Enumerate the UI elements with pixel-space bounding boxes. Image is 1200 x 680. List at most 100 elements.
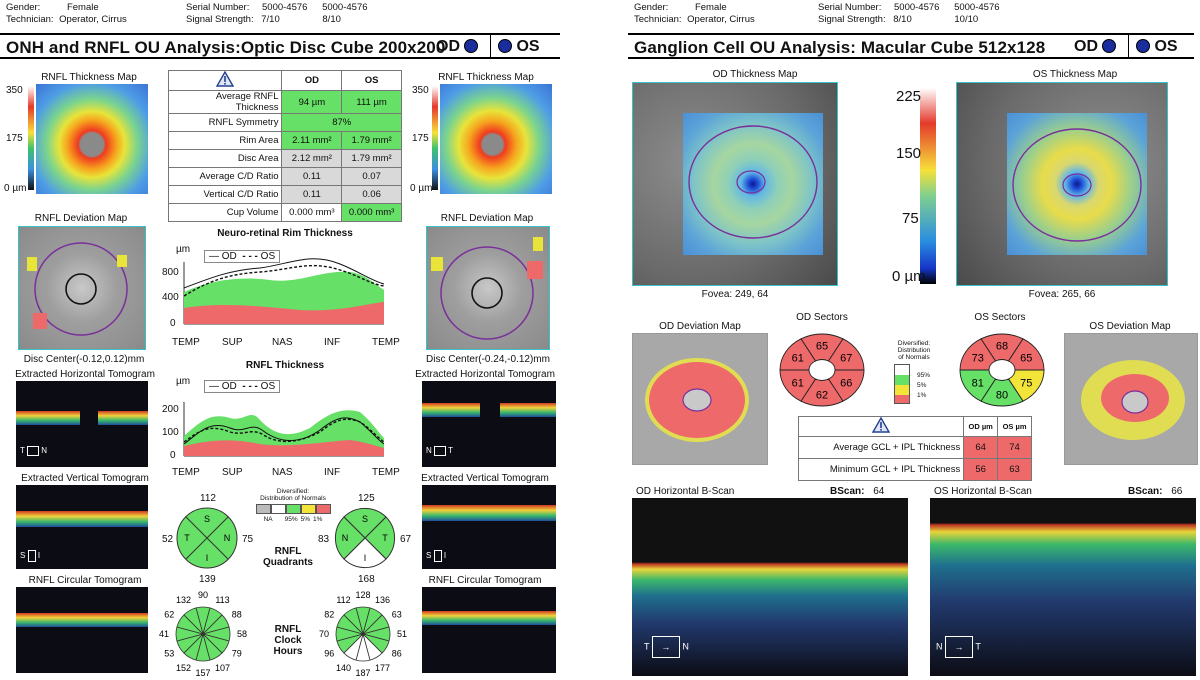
row-od: 94 µm [281, 90, 343, 114]
signal-os: 10/10 [954, 14, 979, 25]
xtick: SUP [222, 467, 243, 478]
orient-t: T [644, 641, 650, 652]
extracted-vertical-tomogram-os [422, 485, 556, 569]
od-eye-icon [464, 39, 479, 53]
orientation-mark-v-os: S I [426, 550, 446, 562]
row-os: 1.79 mm² [341, 131, 402, 150]
rnfl-deviation-map-title-od: RNFL Deviation Map [34, 213, 128, 224]
os-thickness-map-title: OS Thickness Map [1032, 69, 1118, 80]
warning-icon [167, 70, 282, 91]
label-line: RNFL [274, 546, 302, 557]
gcl-scale-bar [920, 88, 936, 284]
clock-hours-label: RNFL Clock Hours [258, 624, 318, 657]
od-label: OD [1074, 38, 1098, 55]
os-thickness-map [956, 82, 1168, 286]
rnfl-unit: µm [176, 376, 191, 387]
orient-t: T [975, 641, 981, 652]
rim-ytick: 400 [162, 292, 179, 303]
rnfl-legend-os: OS [260, 381, 276, 392]
legend-title2: Distribution of Normals [260, 495, 326, 502]
table-row: Rim Area 2.11 mm² 1.79 mm² [167, 131, 402, 150]
os-indicator: OS [498, 38, 540, 56]
quad-letter-i: I [364, 553, 367, 563]
orient-n: N [41, 446, 47, 456]
signal-label: Signal Strength: [186, 14, 254, 25]
rim-thickness-chart [183, 258, 385, 325]
gcl-sector [959, 369, 997, 402]
serial-label: Serial Number: [186, 2, 250, 13]
table-row: Average RNFL Thickness 94 µm 111 µm [167, 90, 402, 114]
xtick: TEMP [372, 337, 400, 348]
bscan-os-value: 66 [1171, 486, 1183, 497]
label-line: Hours [273, 646, 303, 657]
table-row: Minimum GCL + IPL Thickness 56 63 [797, 458, 1032, 481]
thickness-scale-bar-os [432, 86, 438, 190]
row-od: 64 [963, 436, 999, 459]
clock-value: 112 [336, 595, 350, 605]
gcl-sector-value: 65 [1020, 353, 1032, 365]
serial-od: 5000-4576 [894, 2, 940, 13]
clock-value: 62 [164, 610, 174, 620]
row-label: Average RNFL Thickness [167, 90, 283, 114]
os-eye-icon [498, 39, 512, 53]
row-os: 0.06 [341, 185, 402, 204]
legend-95: 95% [917, 372, 931, 379]
bscan-od-value: 64 [873, 486, 885, 497]
row-both: 87% [281, 113, 402, 132]
rnfl-chart-title: RNFL Thickness [245, 360, 325, 371]
rnfl-thickness-chart [183, 402, 385, 457]
gcl-sector-value: 62 [816, 390, 828, 402]
rnfl-thickness-map-od [36, 84, 148, 194]
circ-title-od: RNFL Circular Tomogram [28, 575, 142, 586]
quad-od-t: 52 [162, 534, 174, 545]
gcl-sector-value: 73 [972, 353, 984, 365]
gcl-results-table: OD µm OS µm Average GCL + IPL Thickness 64… [797, 416, 1032, 481]
row-od: 2.12 mm² [281, 149, 343, 168]
rim-legend-os: OS [260, 251, 276, 262]
gcl-sector [827, 369, 865, 402]
row-os: 0.000 mm³ [341, 203, 402, 222]
table-head-od: OD µm [963, 416, 999, 437]
os-sectors-title: OS Sectors [974, 312, 1026, 323]
row-os: 1.79 mm² [341, 149, 402, 168]
signal-os: 8/10 [322, 14, 341, 25]
od-deviation-map [632, 333, 768, 465]
clock-value: 79 [232, 649, 242, 659]
quadrant-chart-od: S T N I [176, 507, 238, 569]
table-head-os: OS µm [997, 416, 1032, 437]
table-row: Cup Volume 0.000 mm³ 0.000 mm³ [167, 203, 402, 222]
os-bscan-title: OS Horizontal B-Scan [934, 486, 1032, 497]
clock-value: 51 [397, 629, 407, 639]
rim-os-line [183, 264, 385, 297]
clock-value: 70 [319, 629, 329, 639]
label-line: Quadrants [262, 557, 313, 568]
scale-150: 150 [896, 145, 922, 162]
orient-i: I [443, 551, 447, 561]
fovea-os: Fovea: 265, 66 [1028, 289, 1096, 300]
rnfl-deviation-map-title-os: RNFL Deviation Map [440, 213, 534, 224]
rim-chart-title: Neuro-retinal Rim Thickness [217, 228, 353, 239]
quad-os-t: 83 [318, 534, 330, 545]
quad-letter-n: N [224, 533, 231, 543]
scale-max-os: 350 [412, 85, 429, 96]
clock-value: 187 [355, 668, 370, 678]
gcl-sector-value: 66 [840, 377, 852, 389]
od-sectors-chart: 65 67 66 62 61 61 [779, 333, 865, 407]
rnfl-thickness-map-title-os: RNFL Thickness Map [438, 72, 534, 83]
clock-value: 96 [324, 649, 334, 659]
warning-icon [797, 416, 965, 437]
od-thickness-map [632, 82, 838, 286]
gender-label: Gender: [634, 2, 669, 13]
clock-value: 82 [324, 610, 334, 620]
clock-value: 140 [336, 663, 351, 673]
row-os: 111 µm [341, 90, 402, 114]
bscan-orientation-od: T → N [644, 636, 689, 658]
gcl-sector [827, 338, 865, 371]
scale-0: 0 µm [892, 268, 926, 285]
quad-letter-i: I [206, 553, 209, 563]
orientation-mark-h-os: N T [426, 446, 453, 456]
table-head-od: OD [281, 70, 343, 91]
clock-value: 86 [392, 649, 402, 659]
scale-min-od: 0 µm [4, 183, 27, 194]
scan-info-left: Serial Number: 5000-4576 5000-4576 Signa… [186, 2, 368, 26]
